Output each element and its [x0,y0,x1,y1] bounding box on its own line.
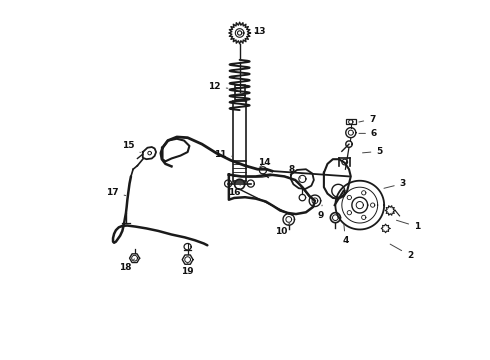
Text: 1: 1 [396,220,420,231]
Text: 4: 4 [342,224,348,246]
Text: 12: 12 [208,82,228,91]
Text: 19: 19 [181,262,194,276]
Text: 6: 6 [359,129,377,138]
Text: 11: 11 [214,150,233,159]
Text: 18: 18 [119,259,135,273]
Text: 7: 7 [359,114,375,123]
Text: 10: 10 [275,223,290,237]
Text: 16: 16 [228,184,242,197]
Text: 14: 14 [258,158,271,167]
Bar [235,85,245,101]
Text: 13: 13 [253,27,266,36]
Bar [233,161,246,182]
Text: 17: 17 [106,188,126,197]
Text: 3: 3 [384,179,406,188]
Text: 15: 15 [122,141,140,153]
Text: 2: 2 [390,244,413,260]
Text: 8: 8 [289,165,300,178]
Text: 5: 5 [363,147,383,156]
Text: 9: 9 [317,205,323,220]
Bar [346,120,356,125]
